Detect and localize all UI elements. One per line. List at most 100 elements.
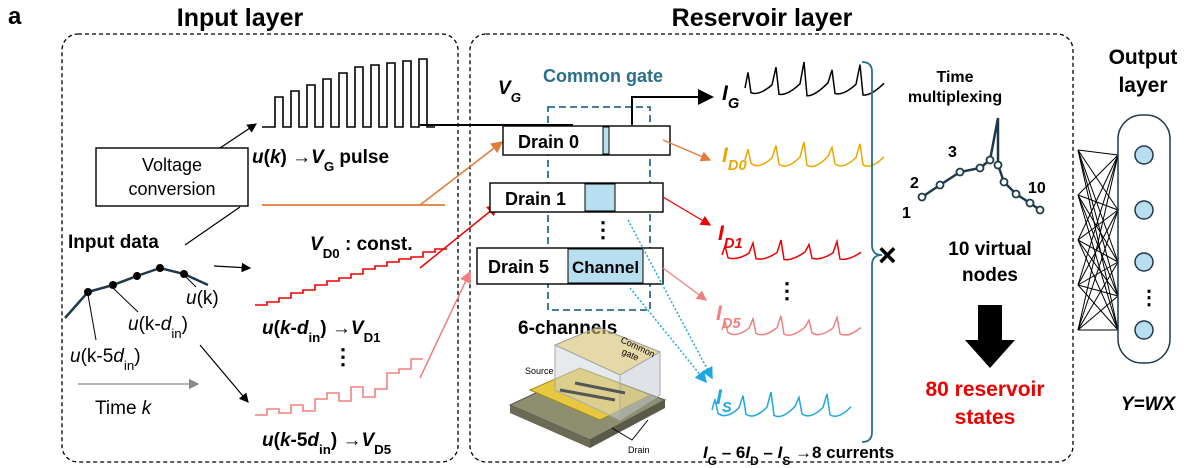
common-gate-label: Common gate	[543, 66, 663, 86]
t: )	[134, 346, 140, 367]
connection	[1078, 240, 1118, 330]
t: k	[142, 398, 153, 419]
circle	[919, 194, 926, 201]
t: D0	[323, 246, 340, 261]
t: )	[182, 314, 188, 335]
circle	[1013, 191, 1020, 198]
t: D5	[374, 442, 392, 457]
t: Time	[95, 398, 142, 419]
times-sign: ×	[878, 237, 897, 273]
id1-arrow	[663, 197, 710, 225]
t: S	[722, 400, 732, 416]
virtual-nodes	[919, 157, 1044, 214]
t: D1	[724, 236, 743, 252]
t: ) →	[320, 318, 351, 339]
t: (k-	[139, 314, 161, 335]
current-dots: ⋮	[776, 278, 798, 303]
equation: Y=WX	[1121, 394, 1177, 415]
t: in	[319, 442, 331, 457]
node-10: 10	[1028, 180, 1046, 197]
t: →8 currents	[790, 443, 894, 462]
t: ) →	[331, 430, 362, 451]
u-k-din: u(k-din)	[128, 314, 188, 341]
ig-wave	[745, 62, 884, 96]
vd5-arrow	[420, 272, 470, 378]
id5-wave	[722, 316, 861, 335]
t: u	[70, 346, 81, 367]
t: d	[297, 318, 309, 339]
u-k-5din: u(k-5din)	[70, 346, 141, 373]
drain5: Drain 5	[488, 257, 549, 277]
u-k: u(k)	[186, 288, 219, 309]
output-dots: ⋮	[1139, 287, 1159, 309]
reservoir-title: Reservoir layer	[672, 4, 853, 32]
vd1-wave	[255, 249, 447, 305]
arrow-d1	[214, 266, 250, 268]
t: nodes	[962, 265, 1018, 286]
gate-pulse-label: u(k) →VG pulse	[252, 147, 389, 174]
drain1: Drain 1	[505, 189, 566, 209]
t: G	[511, 90, 521, 105]
vc-2: conversion	[128, 179, 215, 199]
connection	[1078, 285, 1118, 296]
vd0-label: VD0 : const.	[310, 234, 413, 261]
id0-label: ID0	[722, 144, 747, 174]
connection	[1078, 195, 1118, 330]
circle	[1135, 146, 1153, 164]
device-drain: Drain	[628, 445, 650, 455]
id5-label: ID5	[716, 302, 741, 332]
drain0: Drain 0	[518, 132, 579, 152]
circle	[1001, 179, 1008, 186]
down-arrow	[965, 305, 1015, 368]
t: Time	[936, 69, 973, 86]
id0-wave	[745, 142, 884, 167]
circle	[84, 288, 92, 296]
t: multiplexing	[908, 89, 1002, 106]
t: –	[759, 443, 778, 462]
id1-wave	[722, 240, 861, 260]
connection	[1078, 285, 1118, 330]
circle	[1135, 321, 1153, 339]
t: in	[308, 330, 320, 345]
t: states	[955, 406, 1016, 429]
t: in	[124, 358, 134, 373]
t: in	[171, 326, 181, 341]
connection	[1078, 150, 1118, 155]
connection	[1078, 262, 1118, 330]
circle	[995, 162, 1002, 169]
t: 10 virtual	[948, 239, 1031, 260]
channel1	[585, 184, 615, 211]
t: G	[708, 454, 717, 468]
device-source: Source	[525, 366, 554, 376]
t: (k-5	[81, 346, 114, 367]
figure: a Input layer Reservoir layer Outputlaye…	[0, 0, 1187, 468]
t: D0	[728, 158, 748, 174]
circle	[987, 157, 994, 164]
t: u	[186, 288, 197, 309]
ig-label: IG	[722, 82, 739, 112]
arrow-d5	[200, 345, 248, 402]
circle	[1027, 200, 1034, 207]
t: u	[262, 430, 274, 451]
t: (k)	[197, 288, 219, 309]
output-title-2: layer	[1118, 74, 1167, 97]
circle	[180, 270, 188, 278]
channel0	[603, 127, 609, 154]
t: – 6	[717, 443, 745, 462]
drain-dots: ⋮	[592, 217, 614, 242]
channel-label: Channel	[572, 258, 639, 277]
circle	[1135, 253, 1153, 271]
panel-label: a	[8, 3, 22, 30]
circle	[156, 264, 164, 272]
time-label: Time k	[95, 398, 153, 419]
t: u	[128, 314, 139, 335]
t: G	[324, 159, 334, 174]
conversion-link	[185, 207, 240, 245]
vd1-label: u(k-din) →VD1	[262, 318, 381, 345]
input-dots: ⋮	[332, 344, 354, 369]
leader	[88, 295, 96, 340]
node-2: 2	[910, 175, 919, 192]
conversion-arrow	[220, 124, 256, 148]
t: : const.	[340, 234, 413, 255]
vc-1: Voltage	[142, 155, 202, 175]
